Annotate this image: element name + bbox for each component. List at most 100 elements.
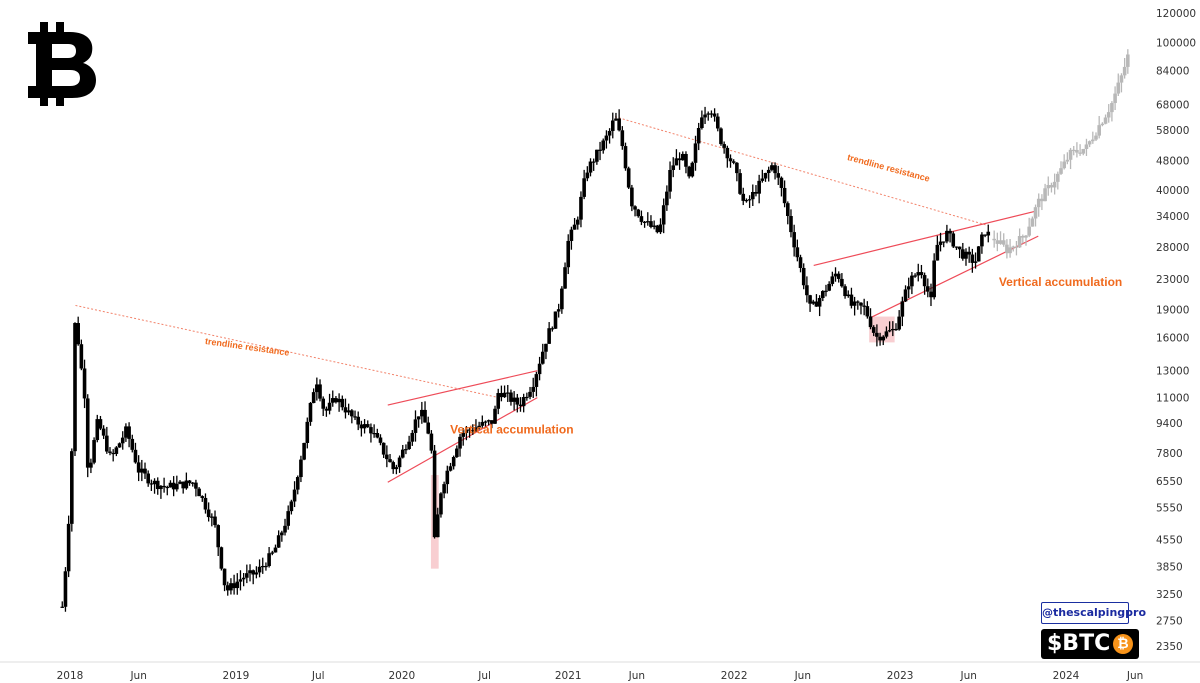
price-bar bbox=[124, 426, 128, 438]
price-bar bbox=[350, 410, 354, 417]
price-bar bbox=[754, 191, 758, 194]
price-bar bbox=[219, 547, 224, 569]
price-bar bbox=[467, 429, 472, 431]
price-bar bbox=[206, 509, 211, 518]
price-bar bbox=[400, 449, 405, 458]
price-bar bbox=[852, 301, 857, 306]
price-bar bbox=[512, 397, 516, 402]
price-bar bbox=[324, 408, 329, 411]
price-bar bbox=[964, 251, 968, 259]
projected-bar bbox=[1001, 240, 1006, 245]
price-bar bbox=[378, 437, 383, 443]
price-bar bbox=[114, 447, 119, 454]
price-bar bbox=[369, 427, 373, 434]
price-bar bbox=[957, 246, 962, 250]
price-bar bbox=[983, 234, 987, 236]
price-bar bbox=[98, 419, 103, 429]
price-bar bbox=[439, 493, 443, 515]
price-bar bbox=[750, 191, 755, 200]
price-bar bbox=[257, 566, 262, 573]
price-bar bbox=[295, 477, 300, 490]
highlight-zones bbox=[430, 316, 895, 569]
projected-bar bbox=[1011, 246, 1016, 248]
y-tick-label: 5550 bbox=[1156, 503, 1183, 515]
price-bar bbox=[120, 437, 125, 444]
price-bar bbox=[184, 480, 189, 489]
price-bar bbox=[327, 402, 332, 411]
projected-bar bbox=[1119, 75, 1124, 83]
projected-bar bbox=[995, 240, 1000, 244]
y-tick-label: 3250 bbox=[1156, 589, 1183, 601]
price-bar bbox=[334, 398, 338, 403]
price-bar bbox=[210, 516, 214, 518]
price-bar bbox=[92, 440, 96, 463]
projected-bar bbox=[1091, 139, 1095, 142]
price-bar bbox=[353, 416, 357, 418]
price-bar bbox=[289, 501, 294, 512]
price-bar bbox=[429, 433, 434, 451]
y-tick-label: 16000 bbox=[1156, 332, 1189, 344]
price-bar bbox=[649, 221, 653, 227]
price-bar bbox=[642, 221, 647, 223]
price-bar bbox=[563, 267, 567, 289]
projected-bar bbox=[1097, 125, 1101, 136]
price-bar bbox=[458, 436, 462, 449]
price-bar bbox=[887, 330, 892, 332]
price-bar bbox=[149, 483, 154, 485]
projected-bar bbox=[1071, 149, 1076, 152]
price-bar bbox=[703, 114, 707, 118]
price-bar bbox=[582, 178, 586, 197]
price-bar bbox=[633, 206, 637, 210]
x-tick-label: 2023 bbox=[887, 670, 914, 682]
price-bar bbox=[225, 585, 230, 591]
price-bar bbox=[572, 224, 577, 230]
price-bar bbox=[461, 432, 466, 437]
annotation-label: Vertical accumulation bbox=[450, 423, 573, 437]
price-bar bbox=[894, 328, 898, 331]
price-bar bbox=[601, 140, 606, 151]
price-bar bbox=[474, 427, 478, 431]
price-bar bbox=[528, 391, 532, 397]
y-tick-label: 84000 bbox=[1156, 65, 1189, 77]
price-bar bbox=[171, 482, 176, 490]
price-bar bbox=[630, 187, 634, 207]
price-bar bbox=[385, 454, 389, 460]
price-bar bbox=[391, 462, 396, 470]
projected-bar bbox=[1113, 93, 1117, 104]
projected-bar bbox=[1106, 112, 1111, 118]
price-bar bbox=[935, 244, 940, 261]
price-bar bbox=[865, 306, 870, 317]
price-bar bbox=[951, 233, 956, 247]
price-bar bbox=[661, 205, 666, 225]
price-bar bbox=[846, 294, 851, 297]
price-bar bbox=[111, 452, 115, 455]
price-bar bbox=[194, 482, 198, 489]
price-bar bbox=[200, 496, 205, 498]
projected-bar bbox=[1033, 207, 1038, 219]
price-bar bbox=[280, 532, 284, 536]
price-bar bbox=[738, 173, 742, 194]
price-bar bbox=[770, 165, 774, 170]
price-bar bbox=[674, 158, 679, 166]
price-bar bbox=[830, 276, 835, 284]
price-bar bbox=[356, 416, 361, 425]
price-bar bbox=[76, 323, 80, 345]
projected-bar bbox=[1040, 198, 1044, 202]
projected-bar bbox=[1056, 173, 1060, 182]
price-bar bbox=[490, 420, 494, 424]
y-tick-label: 40000 bbox=[1156, 185, 1189, 197]
x-tick-label: Jun bbox=[1126, 670, 1143, 682]
price-bar bbox=[773, 165, 777, 174]
price-bar bbox=[165, 486, 170, 489]
projected-bar bbox=[1081, 148, 1086, 154]
price-bar bbox=[483, 421, 488, 423]
projected-bar bbox=[1116, 82, 1121, 94]
y-tick-label: 11000 bbox=[1156, 393, 1189, 405]
price-bar bbox=[337, 398, 341, 403]
price-bar bbox=[941, 241, 946, 243]
price-bar bbox=[502, 392, 507, 398]
x-tick-label: Jul bbox=[477, 670, 491, 682]
x-tick-label: Jun bbox=[129, 670, 146, 682]
price-bar bbox=[146, 473, 150, 484]
time-axis: 2018 Jun 2019 Jul 2020 Jul 2021 Jun 2022 Jun 2023 J… bbox=[0, 661, 1200, 682]
